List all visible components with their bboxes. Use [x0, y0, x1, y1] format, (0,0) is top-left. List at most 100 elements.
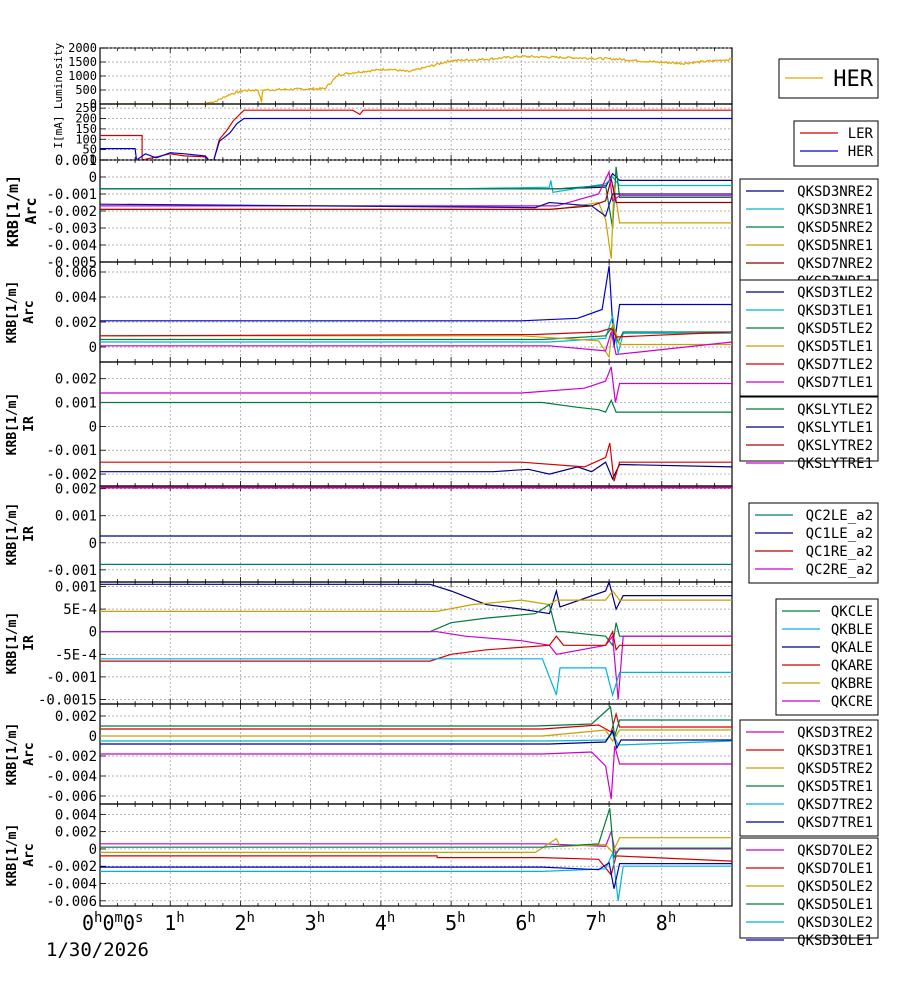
y-tick-label: -0.002 — [46, 467, 97, 483]
legend-entry: LER — [848, 126, 874, 142]
series-line-QKSD7OLE2 — [100, 829, 732, 855]
y-tick-label: 2000 — [68, 41, 97, 55]
y-tick-label: 0 — [89, 419, 97, 435]
legend-entry: HER — [848, 144, 874, 160]
y-tick-label: 5E-4 — [63, 602, 97, 618]
series-line-QKSD7NRE1 — [100, 169, 732, 207]
legend-entry: QKSD5OLE1 — [797, 897, 873, 913]
y-axis-label-unit: KRB[1/m] — [5, 723, 20, 786]
y-tick-label: -5E-4 — [55, 647, 97, 663]
series-line-QKSLYTRE2 — [100, 442, 732, 482]
legend-box-arc_tre — [739, 719, 879, 837]
legend-entry: QKSD7TLE2 — [797, 357, 873, 373]
y-tick-label: 500 — [75, 83, 97, 97]
legend-box-arc_tle — [739, 279, 879, 397]
series-line-QKALE — [100, 582, 732, 615]
x-tick-label: 0h0m0s — [82, 910, 143, 935]
series-line-QKSD3TRE1 — [100, 711, 732, 733]
legend-entry: QKSD7TLE1 — [797, 375, 873, 391]
y-tick-label: 1000 — [68, 69, 97, 83]
legend-entry: QKSD7TRE1 — [797, 815, 873, 831]
y-tick-label: -0.003 — [46, 221, 97, 237]
panel-frame-ir_qc — [99, 485, 733, 583]
x-tick-label: 1h — [164, 910, 184, 935]
y-axis-label-unit: KRB[1/m] — [5, 503, 20, 566]
series-line-QKSD5NRE2 — [100, 166, 732, 229]
y-axis-label-unit: KRB[1/m] — [5, 824, 20, 887]
y-tick-label: 1500 — [68, 55, 97, 69]
y-axis-label-unit: KRB[1/m] — [5, 393, 20, 456]
y-tick-label: -0.005 — [46, 255, 97, 271]
y-tick-label: 150 — [75, 122, 97, 136]
y-axis-label-unit: KRB[1/m] — [5, 281, 20, 344]
y-tick-label: 0 — [89, 842, 97, 858]
y-axis-label-section: Arc — [22, 742, 37, 765]
y-tick-label: -0.004 — [46, 238, 97, 254]
y-axis-label-section: IR — [22, 526, 37, 542]
y-axis-label-section: Arc — [22, 300, 37, 323]
legend-entry: QC2LE_a2 — [806, 508, 873, 524]
legend-box-arc_ole — [739, 837, 879, 939]
panel-frame-ir_sly — [99, 361, 733, 487]
series-line-QKSD3TLE2 — [100, 265, 732, 348]
legend-entry: QKSD7OLE1 — [797, 861, 873, 877]
legend-entry: QKSLYTRE1 — [797, 456, 873, 472]
y-tick-label: 0 — [90, 153, 97, 167]
legend-entry: QKSD7OLE2 — [797, 843, 873, 859]
y-tick-label: -0.002 — [46, 749, 97, 765]
y-axis-label-section: Arc — [22, 197, 40, 224]
legend-entry: QKSD5TRE1 — [797, 779, 873, 795]
series-line-QKSD3NRE2b — [100, 193, 732, 218]
legend-entry: QKSLYTLE1 — [797, 420, 873, 436]
legend-entry: QKSD5NRE2 — [797, 220, 873, 236]
y-tick-label: 0.002 — [55, 825, 97, 841]
legend-entry: QC2RE_a2 — [806, 562, 873, 578]
y-tick-label: 100 — [75, 132, 97, 146]
y-tick-label: 0.002 — [55, 315, 97, 331]
panel-frame-current — [99, 103, 733, 161]
y-tick-label: 0.002 — [55, 482, 97, 498]
legend-entry: QKBRE — [831, 676, 873, 692]
y-axis-label: Luminosity — [52, 43, 65, 110]
legend-entry: QKALE — [831, 640, 873, 656]
series-line-QKSLYTRE1 — [100, 366, 732, 403]
legend-box-ir_k — [775, 598, 879, 716]
series-line-QKARE — [100, 629, 732, 662]
series-line-QKSD7TRE2 — [100, 731, 732, 746]
y-tick-label: 0.001 — [55, 396, 97, 412]
y-tick-label: 200 — [75, 112, 97, 126]
legend-entry: QKSD3TLE1 — [797, 303, 873, 319]
y-tick-label: 0 — [89, 536, 97, 552]
x-tick-label: 2h — [234, 910, 254, 935]
y-axis-label-section: IR — [22, 416, 37, 432]
series-line-QKSD5TRE2 — [100, 729, 732, 743]
y-axis-label: I[mA] — [52, 115, 65, 148]
series-line-QKSD5OLE1 — [100, 808, 732, 860]
y-tick-label: 0 — [90, 97, 97, 111]
x-tick-label: 5h — [445, 910, 465, 935]
series-line-QKBRE — [100, 590, 732, 613]
date-label: 1/30/2026 — [46, 939, 149, 961]
legend-entry: QKBLE — [831, 622, 873, 638]
series-line-QKCLE — [100, 603, 732, 647]
y-tick-label: 0 — [89, 340, 97, 356]
legend-entry: QKARE — [831, 658, 873, 674]
y-tick-label: -0.001 — [46, 563, 97, 579]
legend-entry: QKSD3TRE1 — [797, 743, 873, 759]
y-tick-label: -0.001 — [46, 443, 97, 459]
y-tick-label: -0.006 — [46, 894, 97, 910]
series-line-QKSD7NRE2 — [100, 178, 732, 210]
legend-entry: QKSD3OLE2 — [797, 915, 873, 931]
x-tick-label: 7h — [586, 910, 606, 935]
legend-entry: QKSD3OLE1 — [797, 933, 873, 949]
y-tick-label: 0.002 — [55, 709, 97, 725]
series-line-QKSD3NRE1 — [100, 176, 732, 193]
y-tick-label: 0.002 — [55, 372, 97, 388]
legend-entry: QKSD3TRE2 — [797, 725, 873, 741]
series-line-QKSLYTLE1 — [100, 461, 732, 481]
legend-entry: HER — [833, 67, 873, 92]
panel-frame-arc_ole — [99, 803, 733, 907]
series-line-QKSD5TLE1 — [100, 323, 732, 359]
series-line-HER — [100, 117, 732, 160]
legend-entry: QKSD3NRE1 — [797, 202, 873, 218]
